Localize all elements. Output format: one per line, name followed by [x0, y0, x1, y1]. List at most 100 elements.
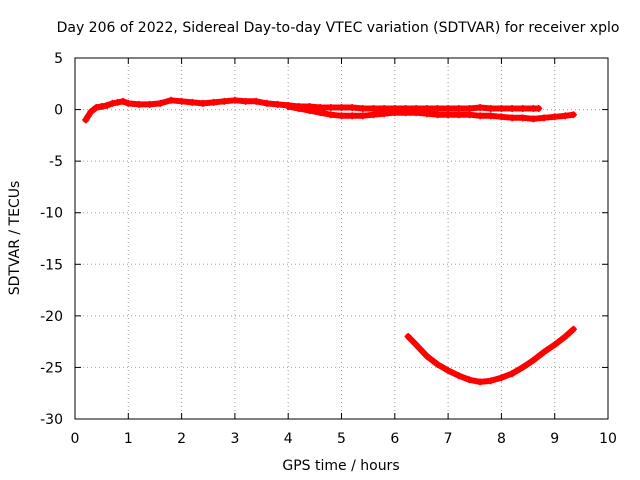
x-tick-label: 8 — [497, 431, 506, 447]
data-point — [156, 99, 164, 107]
data-point — [465, 376, 473, 384]
data-point — [108, 99, 116, 107]
data-point — [540, 114, 548, 122]
data-point — [338, 104, 345, 112]
data-point — [295, 105, 303, 113]
data-point — [535, 105, 543, 113]
y-tick-label: -5 — [49, 154, 63, 170]
data-point — [316, 109, 324, 117]
data-point — [114, 98, 122, 106]
series-lower-arc — [404, 325, 577, 386]
x-tick-label: 0 — [71, 431, 80, 447]
data-point — [465, 111, 473, 119]
data-point — [569, 325, 577, 333]
data-point — [92, 104, 100, 112]
data-point — [274, 100, 282, 108]
series-upper-track-b — [284, 102, 577, 123]
y-tick-label: 0 — [54, 103, 63, 119]
x-tick-label: 9 — [550, 431, 559, 447]
data-point — [188, 98, 196, 106]
data-point — [423, 110, 431, 118]
data-point — [167, 96, 175, 104]
data-point — [220, 97, 228, 105]
x-tick-label: 7 — [444, 431, 453, 447]
data-point — [433, 111, 441, 119]
chart-title: Day 206 of 2022, Sidereal Day-to-day VTE… — [57, 20, 620, 36]
data-point — [540, 348, 548, 356]
data-point — [404, 332, 412, 340]
data-point — [412, 341, 420, 349]
data-point — [455, 111, 463, 119]
data-point — [306, 107, 314, 115]
data-point — [391, 109, 399, 117]
series-upper-track-a — [82, 96, 543, 124]
data-point — [455, 105, 463, 113]
data-point — [508, 105, 516, 113]
data-point — [465, 105, 473, 113]
y-axis-label: SDTVAR / TECUs — [7, 181, 23, 296]
data-point — [199, 99, 207, 107]
data-point — [569, 111, 577, 119]
x-tick-label: 10 — [599, 431, 617, 447]
data-point — [433, 105, 441, 113]
data-point — [519, 114, 527, 122]
data-point — [242, 97, 250, 105]
y-tick-label: 5 — [54, 51, 63, 67]
data-point — [433, 360, 441, 368]
y-tick-label: -10 — [40, 206, 63, 222]
data-point — [497, 113, 505, 121]
data-point — [497, 105, 505, 113]
data-point — [508, 114, 516, 122]
data-point — [210, 98, 218, 106]
y-tick-label: -15 — [40, 257, 63, 273]
data-point — [263, 99, 271, 107]
x-tick-label: 5 — [337, 431, 346, 447]
data-point — [359, 112, 367, 120]
data-point — [487, 377, 495, 385]
data-point — [476, 104, 484, 112]
data-point — [519, 105, 527, 113]
y-tick-label: -20 — [40, 309, 63, 325]
data-point — [284, 102, 292, 110]
data-point — [519, 363, 527, 371]
data-point — [103, 101, 111, 109]
data-point — [476, 112, 484, 120]
data-point — [455, 372, 463, 380]
data-point — [412, 109, 420, 117]
y-tick-label: -25 — [40, 360, 63, 376]
x-tick-label: 6 — [390, 431, 399, 447]
data-point — [401, 109, 409, 117]
axes: 0 1 2 3 4 5 6 7 8 9 10 -30 -25 -20 -15 -10 -5 0 5 — [40, 51, 617, 447]
data-point — [529, 356, 537, 364]
data-point — [380, 110, 388, 118]
plot-data — [82, 96, 577, 386]
data-point — [348, 104, 356, 112]
data-point — [561, 332, 569, 340]
data-point — [84, 112, 92, 120]
data-point — [497, 374, 505, 382]
data-point — [82, 116, 90, 124]
x-axis-label: GPS time / hours — [282, 458, 399, 474]
data-point — [551, 341, 559, 349]
data-point — [369, 105, 377, 113]
data-point — [561, 112, 569, 120]
data-point — [327, 111, 335, 119]
data-point — [119, 97, 127, 105]
data-point — [444, 105, 452, 113]
data-point — [423, 352, 431, 360]
series-line — [405, 326, 577, 385]
x-tick-label: 1 — [124, 431, 133, 447]
data-point — [444, 367, 452, 375]
data-point — [252, 97, 260, 105]
data-point — [135, 100, 143, 108]
x-tick-label: 4 — [284, 431, 293, 447]
data-point — [359, 105, 367, 113]
data-point — [444, 111, 452, 119]
data-point — [487, 105, 495, 113]
data-point — [98, 102, 106, 110]
data-point — [348, 112, 356, 120]
data-point — [178, 97, 186, 105]
data-point — [369, 111, 377, 119]
data-point — [508, 370, 516, 378]
